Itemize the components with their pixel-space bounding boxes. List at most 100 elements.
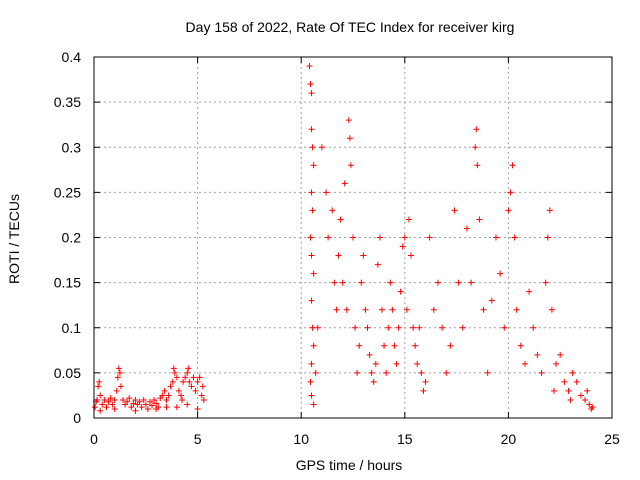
data-point <box>114 374 121 381</box>
data-point <box>163 404 170 411</box>
data-point <box>159 392 166 399</box>
data-point <box>569 369 576 376</box>
x-tick-label: 25 <box>604 431 620 447</box>
data-point <box>192 387 199 394</box>
data-point <box>484 369 491 376</box>
data-point <box>550 387 557 394</box>
data-point <box>153 405 160 412</box>
data-point <box>309 324 316 331</box>
data-point <box>198 392 205 399</box>
data-point <box>142 401 149 408</box>
data-point <box>387 279 394 286</box>
data-point <box>395 324 402 331</box>
data-point <box>308 252 315 259</box>
data-point <box>173 404 180 411</box>
data-point <box>422 378 429 385</box>
y-tick-label: 0.35 <box>54 94 81 110</box>
data-point <box>480 306 487 313</box>
data-point <box>474 162 481 169</box>
data-point <box>383 369 390 376</box>
data-point <box>364 324 371 331</box>
data-point <box>96 378 103 385</box>
data-point <box>169 378 176 385</box>
data-point <box>399 243 406 250</box>
data-point <box>310 162 317 169</box>
data-point <box>179 396 186 403</box>
y-tick-label: 0 <box>73 410 81 426</box>
data-point <box>309 207 316 214</box>
data-point <box>561 378 568 385</box>
data-point <box>341 180 348 187</box>
data-point <box>405 216 412 223</box>
data-point <box>149 402 156 409</box>
data-point <box>534 351 541 358</box>
data-point <box>185 365 192 372</box>
data-point <box>120 396 127 403</box>
y-tick-label: 0.05 <box>54 365 81 381</box>
data-point <box>374 261 381 268</box>
data-point <box>455 279 462 286</box>
data-point <box>307 81 314 88</box>
chart-title: Day 158 of 2022, Rate Of TEC Index for r… <box>186 19 515 35</box>
data-point <box>345 117 352 124</box>
data-point <box>329 207 336 214</box>
data-point <box>366 351 373 358</box>
data-point <box>308 126 315 133</box>
y-tick-label: 0.4 <box>62 49 82 65</box>
data-point <box>530 324 537 331</box>
data-point <box>350 234 356 241</box>
data-point <box>434 279 441 286</box>
data-point <box>196 374 203 381</box>
data-point <box>138 404 145 411</box>
data-point <box>397 288 404 295</box>
data-point <box>347 162 354 169</box>
data-point <box>379 306 386 313</box>
data-point <box>308 297 315 304</box>
data-point <box>468 279 475 286</box>
data-point <box>113 387 120 394</box>
data-point <box>184 401 191 408</box>
y-tick-label: 0.25 <box>54 184 81 200</box>
data-point <box>194 405 201 412</box>
data-point <box>582 396 589 403</box>
data-point <box>476 216 483 223</box>
data-point <box>389 306 396 313</box>
data-point <box>94 396 101 403</box>
grid-lines <box>94 57 612 418</box>
data-point <box>339 279 346 286</box>
data-point <box>393 360 400 367</box>
data-point <box>92 404 99 411</box>
data-point <box>337 216 344 223</box>
data-point <box>358 279 365 286</box>
data-point <box>184 369 191 376</box>
data-point <box>109 401 116 408</box>
data-point <box>308 189 315 196</box>
data-point <box>538 369 545 376</box>
data-point <box>451 207 458 214</box>
data-point <box>171 369 178 376</box>
data-point <box>167 383 174 390</box>
data-point <box>173 374 180 381</box>
data-point <box>548 306 555 313</box>
data-point <box>111 396 118 403</box>
data-point <box>103 404 110 411</box>
data-point <box>307 234 314 241</box>
data-point <box>473 126 480 133</box>
data-point <box>314 324 321 331</box>
data-point <box>584 387 591 394</box>
y-tick-labels: 0 0.05 0.1 0.15 0.2 0.25 0.3 0.35 0.4 <box>54 49 81 426</box>
data-point <box>170 365 177 372</box>
data-point <box>115 365 122 372</box>
data-point <box>376 234 383 241</box>
data-point <box>306 63 313 70</box>
data-point <box>356 342 363 349</box>
data-point <box>146 398 153 405</box>
data-point <box>124 398 131 405</box>
data-point <box>589 404 596 411</box>
data-point <box>200 396 207 403</box>
data-point <box>401 234 408 241</box>
data-point <box>418 369 425 376</box>
data-point <box>360 252 367 259</box>
data-point <box>430 306 437 313</box>
y-tick-label: 0.15 <box>54 275 81 291</box>
